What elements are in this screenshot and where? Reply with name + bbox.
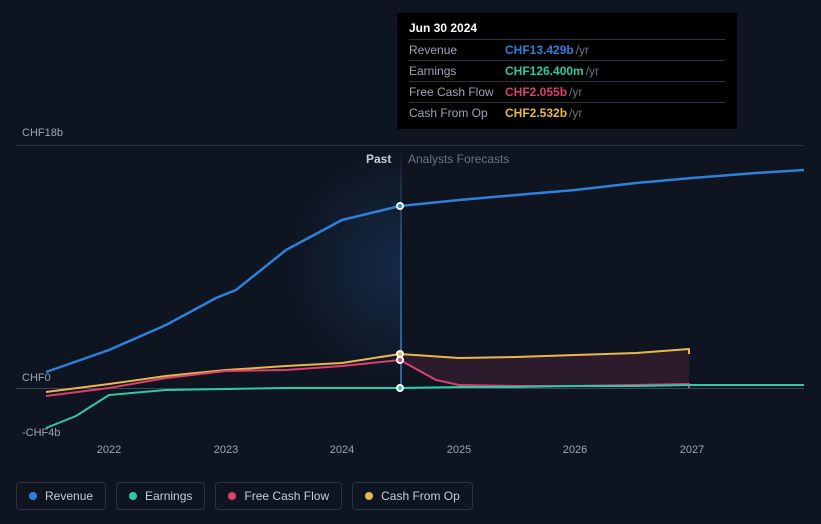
legend-label: Free Cash Flow	[244, 489, 329, 503]
legend-item[interactable]: Revenue	[16, 482, 106, 510]
tooltip-metric-name: Revenue	[409, 43, 505, 57]
legend-item[interactable]: Free Cash Flow	[215, 482, 342, 510]
tooltip-metric-suffix: /yr	[576, 43, 589, 57]
tooltip-metric-suffix: /yr	[569, 85, 582, 99]
tooltip-metric-name: Cash From Op	[409, 106, 505, 120]
tooltip-metric-value: CHF2.532b	[505, 106, 567, 120]
legend-swatch	[129, 492, 137, 500]
tooltip-metric-name: Free Cash Flow	[409, 85, 505, 99]
tooltip-rows: RevenueCHF13.429b/yrEarningsCHF126.400m/…	[409, 39, 725, 123]
series-line	[46, 170, 804, 372]
y-axis-label: CHF18b	[22, 127, 63, 139]
tooltip-row: EarningsCHF126.400m/yr	[409, 60, 725, 81]
legend-item[interactable]: Cash From Op	[352, 482, 473, 510]
legend-swatch	[29, 492, 37, 500]
x-axis-label: 2022	[97, 444, 121, 456]
hover-marker	[396, 384, 404, 392]
tooltip-metric-value: CHF126.400m	[505, 64, 584, 78]
chart-plot-area: Past Analysts Forecasts CHF18bCHF0-CHF4b…	[16, 120, 804, 460]
y-axis-label: -CHF4b	[22, 427, 61, 439]
tooltip-row: RevenueCHF13.429b/yr	[409, 39, 725, 60]
x-axis-label: 2027	[680, 444, 704, 456]
y-axis-label: CHF0	[22, 372, 51, 384]
tooltip-metric-name: Earnings	[409, 64, 505, 78]
x-axis-label: 2023	[214, 444, 238, 456]
x-axis-label: 2024	[330, 444, 354, 456]
legend-label: Cash From Op	[381, 489, 460, 503]
legend-swatch	[365, 492, 373, 500]
x-axis-label: 2025	[447, 444, 471, 456]
tooltip-date: Jun 30 2024	[409, 21, 725, 39]
tooltip-metric-suffix: /yr	[569, 106, 582, 120]
legend-swatch	[228, 492, 236, 500]
legend-label: Revenue	[45, 489, 93, 503]
series-line	[46, 385, 804, 428]
tooltip-row: Free Cash FlowCHF2.055b/yr	[409, 81, 725, 102]
tooltip-metric-suffix: /yr	[586, 64, 599, 78]
legend-label: Earnings	[145, 489, 192, 503]
tooltip-metric-value: CHF2.055b	[505, 85, 567, 99]
chart-legend: Revenue Earnings Free Cash Flow Cash From O…	[16, 482, 473, 510]
hover-marker	[396, 202, 404, 210]
hover-tooltip: Jun 30 2024 RevenueCHF13.429b/yrEarnings…	[397, 13, 737, 129]
chart-lines-svg	[16, 120, 804, 460]
tooltip-metric-value: CHF13.429b	[505, 43, 574, 57]
tooltip-row: Cash From OpCHF2.532b/yr	[409, 102, 725, 123]
legend-item[interactable]: Earnings	[116, 482, 205, 510]
x-axis-label: 2026	[563, 444, 587, 456]
hover-marker	[396, 356, 404, 364]
